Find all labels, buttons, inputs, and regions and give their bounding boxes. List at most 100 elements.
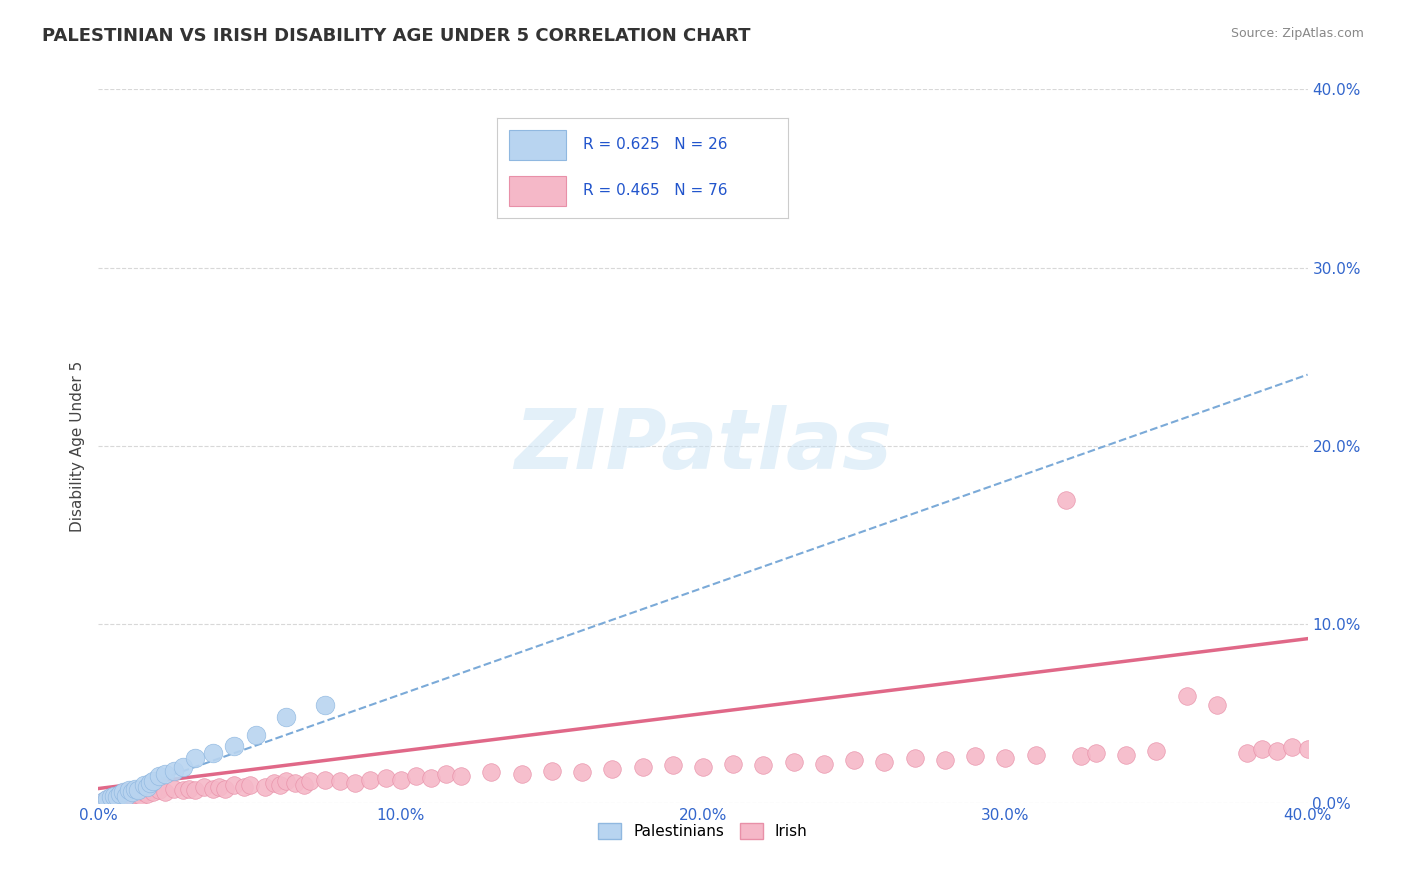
Point <box>103 789 125 803</box>
Point <box>100 794 122 808</box>
Point <box>224 778 246 792</box>
Legend: Palestinians, Irish: Palestinians, Irish <box>592 817 814 845</box>
Point <box>934 753 956 767</box>
Point <box>111 789 134 803</box>
Point <box>184 751 207 765</box>
Point <box>208 780 231 794</box>
Point <box>114 790 136 805</box>
Point <box>214 781 236 796</box>
Point <box>142 774 165 789</box>
Point <box>163 781 186 796</box>
Point <box>284 776 307 790</box>
Point <box>121 789 143 803</box>
Point <box>274 774 297 789</box>
Point <box>135 787 157 801</box>
Point <box>631 760 654 774</box>
Point <box>1115 747 1137 762</box>
Point <box>172 760 194 774</box>
Point <box>1206 698 1229 712</box>
Point <box>148 783 170 797</box>
Text: ZIPatlas: ZIPatlas <box>515 406 891 486</box>
Point <box>96 792 118 806</box>
Point <box>1296 742 1319 756</box>
Point <box>314 698 336 712</box>
Point <box>1054 492 1077 507</box>
Point <box>245 728 267 742</box>
Point <box>202 781 225 796</box>
Point <box>299 774 322 789</box>
Text: PALESTINIAN VS IRISH DISABILITY AGE UNDER 5 CORRELATION CHART: PALESTINIAN VS IRISH DISABILITY AGE UNDE… <box>42 27 751 45</box>
Point <box>202 746 225 760</box>
Point <box>904 751 927 765</box>
Point <box>1144 744 1167 758</box>
Point <box>224 739 246 753</box>
Point <box>1236 746 1258 760</box>
Point <box>783 755 806 769</box>
Point <box>135 780 157 794</box>
Point <box>105 790 128 805</box>
Point <box>692 760 714 774</box>
Point <box>661 758 683 772</box>
Point <box>96 792 118 806</box>
Point <box>108 787 131 801</box>
Point <box>124 781 146 796</box>
Point <box>450 769 472 783</box>
Point <box>93 794 115 808</box>
Point <box>239 778 262 792</box>
Point <box>100 790 122 805</box>
Point <box>232 780 254 794</box>
Point <box>179 781 201 796</box>
Point <box>269 778 291 792</box>
Point <box>360 772 382 787</box>
Point <box>1024 747 1046 762</box>
Point <box>389 772 412 787</box>
Point <box>153 767 176 781</box>
Point <box>571 765 593 780</box>
Point <box>344 776 367 790</box>
Text: Source: ZipAtlas.com: Source: ZipAtlas.com <box>1230 27 1364 40</box>
Point <box>108 790 131 805</box>
Point <box>121 785 143 799</box>
Point <box>965 749 987 764</box>
Point <box>510 767 533 781</box>
Point <box>873 755 896 769</box>
Point <box>148 769 170 783</box>
Point <box>105 792 128 806</box>
Point <box>540 764 562 778</box>
Point <box>314 772 336 787</box>
Point <box>253 780 276 794</box>
Point <box>405 769 427 783</box>
Point <box>752 758 775 772</box>
Point <box>1070 749 1092 764</box>
Point <box>1085 746 1108 760</box>
Point <box>481 765 503 780</box>
Point <box>434 767 457 781</box>
Point <box>329 774 352 789</box>
Point <box>142 785 165 799</box>
Point <box>163 764 186 778</box>
Point <box>420 771 443 785</box>
Point <box>172 783 194 797</box>
Point <box>994 751 1017 765</box>
Point <box>813 756 835 771</box>
Point <box>1251 742 1274 756</box>
Point <box>1281 740 1303 755</box>
Point <box>374 771 396 785</box>
Point <box>132 785 155 799</box>
Point <box>1267 744 1289 758</box>
Point <box>129 789 152 803</box>
Point <box>124 787 146 801</box>
Point <box>103 790 125 805</box>
Point <box>1175 689 1198 703</box>
Point <box>193 780 215 794</box>
Point <box>602 762 624 776</box>
Point <box>118 787 141 801</box>
Point <box>184 783 207 797</box>
Point <box>723 756 745 771</box>
Point <box>132 778 155 792</box>
Point <box>292 778 315 792</box>
Point <box>93 794 115 808</box>
Point <box>263 776 285 790</box>
Point <box>153 785 176 799</box>
Point <box>139 776 162 790</box>
